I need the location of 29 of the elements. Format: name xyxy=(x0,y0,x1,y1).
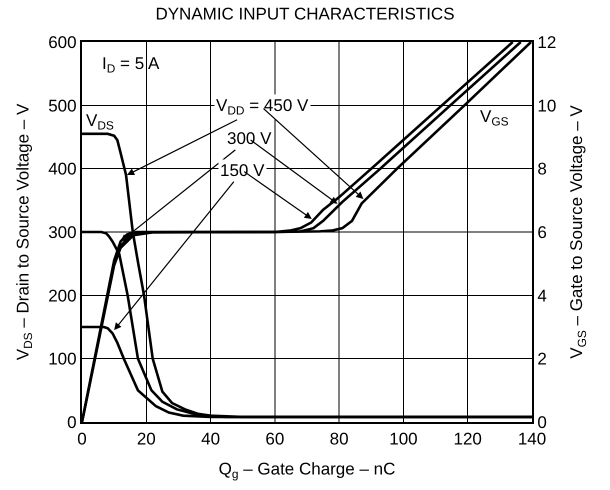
y-tick-label: 300 xyxy=(48,222,77,242)
chart-title: DYNAMIC INPUT CHARACTERISTICS xyxy=(155,4,455,24)
y2-tick-label: 10 xyxy=(537,96,556,116)
x-tick-label: 60 xyxy=(265,429,284,448)
annotation: V$_{GS}$ xyxy=(480,107,509,129)
y2-tick-label: 6 xyxy=(537,222,547,242)
annotation: V$_{DD}$ = 450 V xyxy=(216,96,309,118)
y-tick-label: 100 xyxy=(48,350,77,369)
y-tick-label: 600 xyxy=(48,32,77,52)
y-tick-label: 500 xyxy=(48,96,77,116)
y2-tick-label: 0 xyxy=(537,412,547,432)
y2-tick-label: 12 xyxy=(537,32,556,52)
annotation: I$_{D}$ = 5 A xyxy=(102,54,160,76)
y-tick-label: 200 xyxy=(48,286,77,306)
y2-tick-label: 8 xyxy=(537,160,547,179)
y2-tick-label: 4 xyxy=(537,286,547,306)
x-tick-label: 40 xyxy=(201,429,220,448)
y2-tick-label: 2 xyxy=(537,350,547,369)
annotation: V$_{DS}$ xyxy=(86,111,114,133)
x-tick-label: 100 xyxy=(389,429,418,448)
x-tick-label: 20 xyxy=(136,429,156,448)
annotation: 300 V xyxy=(227,129,272,148)
annotation: 150 V xyxy=(220,161,266,180)
y-tick-label: 400 xyxy=(48,160,77,179)
x-tick-label: 80 xyxy=(330,429,349,448)
x-tick-label: 120 xyxy=(454,429,482,448)
x-axis-title: Q$_{g}$ – Gate Charge – nC xyxy=(218,459,396,481)
x-tick-label: 140 xyxy=(518,429,546,448)
y-tick-label: 0 xyxy=(67,412,77,432)
